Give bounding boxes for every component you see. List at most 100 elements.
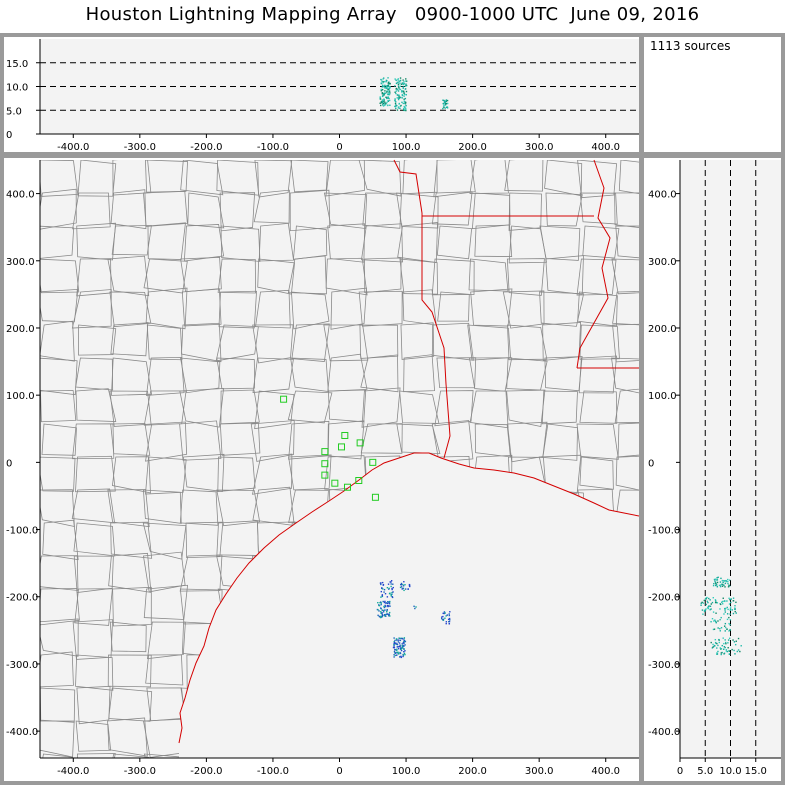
- county-boundary: [181, 288, 222, 327]
- source-point: [380, 101, 383, 104]
- county-boundary: [180, 160, 224, 196]
- source-point: [715, 621, 717, 624]
- source-point: [404, 88, 407, 90]
- source-point: [404, 80, 407, 82]
- lma-station: [371, 493, 379, 501]
- source-point: [726, 618, 729, 621]
- source-point: [398, 97, 400, 99]
- source-point: [712, 645, 715, 648]
- source-point: [398, 103, 400, 105]
- source-point: [715, 582, 717, 585]
- source-point: [406, 84, 408, 87]
- source-point: [719, 603, 722, 606]
- source-point: [387, 583, 390, 585]
- source-point: [394, 100, 396, 102]
- source-point: [728, 597, 730, 600]
- county-boundary: [219, 422, 261, 456]
- source-point: [403, 648, 405, 650]
- y-tick-label: 15.0: [6, 59, 28, 70]
- source-point: [388, 592, 391, 595]
- source-point: [382, 588, 384, 590]
- source-point: [393, 650, 396, 653]
- source-point: [402, 655, 404, 658]
- county-boundary: [431, 420, 474, 463]
- plot-area: [40, 39, 639, 134]
- source-point: [711, 617, 714, 620]
- source-point: [401, 82, 404, 84]
- source-point: [392, 591, 394, 593]
- county-boundary: [579, 192, 618, 225]
- source-point: [721, 603, 724, 605]
- source-point: [384, 593, 387, 595]
- source-point: [399, 79, 402, 82]
- source-point: [386, 613, 388, 615]
- source-point: [413, 605, 415, 608]
- source-point: [387, 100, 390, 102]
- source-point: [445, 622, 447, 625]
- county-boundary: [216, 489, 261, 527]
- source-point: [702, 613, 704, 615]
- source-point: [732, 600, 735, 602]
- source-point: [397, 79, 399, 81]
- source-point: [415, 606, 417, 608]
- source-point: [399, 652, 402, 655]
- county-boundary: [40, 618, 79, 657]
- county-boundary: [107, 717, 148, 757]
- source-point: [725, 648, 728, 651]
- county-boundary: [250, 420, 295, 462]
- x-tick-label: 200.0: [458, 142, 487, 152]
- source-point: [401, 647, 404, 649]
- source-point: [382, 600, 384, 603]
- county-boundary: [545, 192, 583, 227]
- source-point: [718, 638, 720, 641]
- source-point: [386, 605, 389, 607]
- source-point: [723, 648, 725, 650]
- source-point: [403, 637, 406, 639]
- source-point: [402, 644, 404, 647]
- source-point: [708, 597, 710, 600]
- county-boundary: [143, 753, 187, 758]
- source-point: [400, 83, 403, 85]
- source-point: [390, 583, 392, 585]
- source-point: [704, 609, 707, 612]
- source-point: [449, 611, 451, 613]
- source-point: [389, 83, 391, 85]
- source-point: [379, 601, 382, 603]
- county-boundary: [361, 387, 401, 428]
- source-point: [705, 608, 707, 610]
- source-point: [396, 648, 398, 650]
- county-boundary: [287, 390, 333, 424]
- county-boundary: [145, 456, 187, 495]
- source-point: [444, 102, 446, 104]
- source-point: [404, 85, 407, 87]
- source-point: [717, 620, 719, 622]
- source-point: [442, 99, 444, 101]
- source-point: [732, 612, 735, 615]
- source-point: [395, 79, 397, 81]
- source-point: [388, 87, 391, 90]
- source-point: [383, 615, 386, 617]
- source-point: [403, 108, 405, 110]
- title-bar: Houston Lightning Mapping Array 0900-100…: [0, 0, 785, 33]
- y-tick-label: 400.0: [6, 190, 35, 201]
- source-point: [399, 107, 401, 110]
- x-tick-label: 15.0: [745, 766, 767, 777]
- source-point: [404, 107, 407, 109]
- y-tick-label: 0: [648, 458, 654, 469]
- source-point: [384, 92, 386, 94]
- source-point: [387, 93, 389, 95]
- lma-station: [321, 460, 329, 468]
- source-point: [396, 646, 398, 648]
- county-boundary: [254, 390, 295, 430]
- source-point: [716, 586, 719, 588]
- source-point: [720, 584, 722, 586]
- source-point: [714, 641, 717, 644]
- source-point: [719, 585, 722, 588]
- county-boundary: [507, 324, 548, 361]
- source-point: [734, 643, 737, 646]
- source-point: [401, 588, 403, 590]
- source-point: [403, 105, 405, 108]
- source-point: [735, 640, 737, 642]
- source-point: [443, 611, 446, 613]
- source-point: [385, 602, 387, 604]
